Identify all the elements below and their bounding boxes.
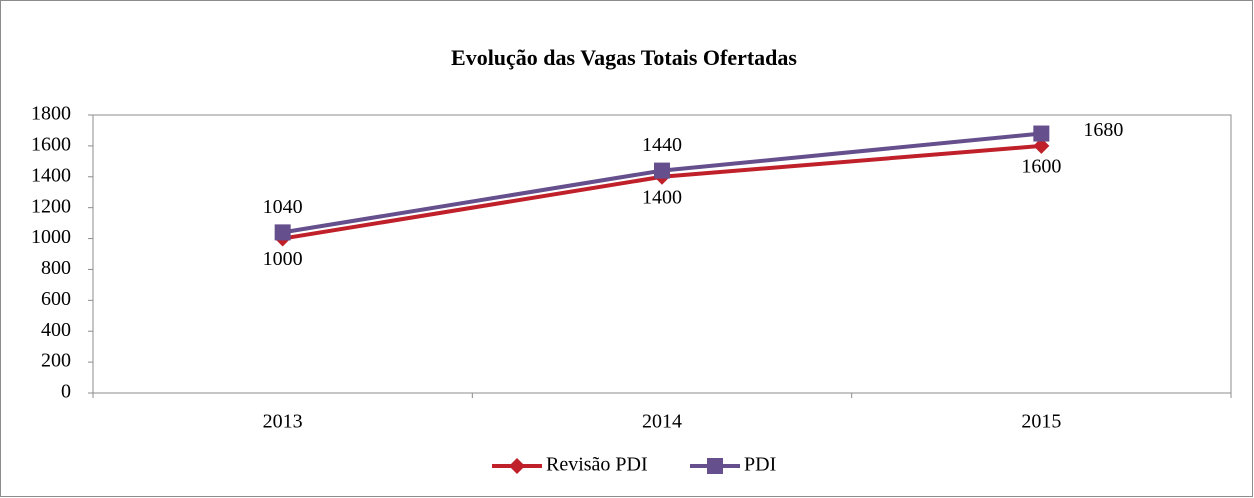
y-tick-label: 600 (41, 288, 71, 310)
x-tick-label: 2014 (642, 411, 682, 433)
y-tick-label: 800 (41, 257, 71, 279)
data-label: 1600 (1021, 155, 1061, 177)
data-label: 1400 (642, 186, 682, 208)
chart-title: Evolução das Vagas Totais Ofertadas (451, 45, 797, 70)
y-tick-label: 0 (61, 381, 71, 403)
point-marker (274, 224, 291, 241)
y-tick-label: 1800 (31, 103, 71, 125)
x-tick-label: 2013 (263, 411, 303, 433)
y-tick-label: 1400 (31, 164, 71, 186)
y-tick-label: 1200 (31, 195, 71, 217)
point-marker (1033, 125, 1050, 142)
plot-area (92, 114, 1232, 394)
y-tick-label: 1600 (31, 133, 71, 155)
y-tick-label: 400 (41, 319, 71, 341)
legend-marker (707, 458, 723, 474)
y-tick-label: 1000 (31, 226, 71, 248)
data-label: 1000 (263, 248, 303, 270)
point-marker (654, 162, 670, 179)
legend-label: PDI (744, 454, 776, 476)
point-marker (1033, 137, 1050, 154)
data-label: 1040 (263, 196, 303, 218)
x-tick-label: 2015 (1021, 411, 1061, 433)
y-tick-label: 200 (41, 350, 71, 372)
legend-label: Revisão PDI (546, 454, 648, 476)
data-label: 1440 (642, 134, 682, 156)
data-label: 1680 (1083, 119, 1123, 141)
legend-marker (509, 458, 525, 474)
